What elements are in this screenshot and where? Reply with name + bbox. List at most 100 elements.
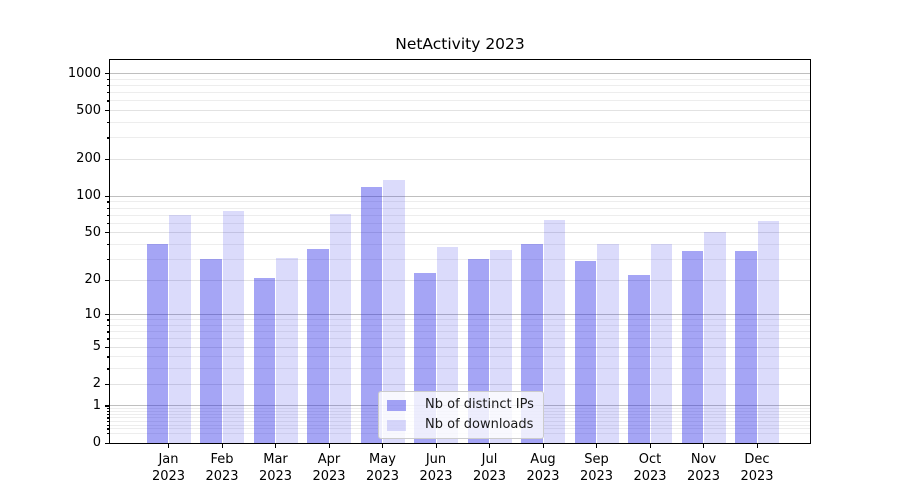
gridline-labeled	[110, 110, 810, 112]
bar-distinct-ips-apr	[307, 248, 329, 443]
y-minor-tick	[107, 414, 110, 416]
gridline-labeled	[110, 158, 810, 160]
x-tick-label-apr: Apr 2023	[289, 451, 369, 485]
y-tick-100	[105, 195, 110, 197]
x-tick-year: 2023	[205, 469, 239, 484]
x-tick-label-aug: Aug 2023	[503, 451, 583, 485]
gridline-labeled	[110, 279, 810, 281]
x-tick-month: Jun	[425, 452, 447, 467]
x-tick-aug	[542, 444, 544, 448]
bar-downloads-aug	[543, 219, 565, 443]
y-tick-0	[105, 442, 110, 444]
gridline-labeled	[110, 383, 810, 385]
gridline-minor	[110, 92, 810, 94]
gridline-minor	[110, 243, 810, 245]
y-minor-tick	[107, 85, 110, 87]
y-minor-tick	[107, 331, 110, 333]
y-tick-label-50: 50	[84, 224, 101, 240]
y-minor-tick	[107, 92, 110, 94]
plot-inner	[110, 60, 810, 443]
bar-downloads-oct	[650, 244, 672, 443]
gridline-minor	[110, 78, 810, 80]
bar-downloads-feb	[222, 211, 244, 443]
plot-area	[109, 59, 811, 444]
y-tick-1000	[105, 73, 110, 75]
x-tick-jul	[489, 444, 491, 448]
legend-label-downloads: Nb of downloads	[425, 417, 534, 432]
y-minor-tick	[107, 338, 110, 340]
y-tick-label-2: 2	[92, 376, 101, 392]
gridline-labeled	[110, 232, 810, 234]
x-tick-label-jan: Jan 2023	[129, 451, 209, 485]
x-tick-label-jun: Jun 2023	[396, 451, 476, 485]
y-minor-tick	[107, 420, 110, 422]
x-tick-year: 2023	[579, 469, 614, 484]
x-tick-year: 2023	[419, 469, 453, 484]
x-tick-year: 2023	[472, 469, 507, 484]
gridline-major	[110, 73, 810, 75]
bar-distinct-ips-oct	[628, 275, 650, 443]
legend-item-distinct-ips: Nb of distinct IPs	[379, 396, 543, 417]
x-tick-label-dec: Dec 2023	[717, 451, 797, 485]
y-tick-label-10: 10	[84, 306, 101, 322]
x-tick-month: Sep	[584, 452, 609, 467]
y-tick-1	[105, 405, 110, 407]
gridline-minor	[110, 258, 810, 260]
x-tick-year: 2023	[365, 469, 400, 484]
bar-downloads-jan	[169, 215, 191, 443]
y-minor-tick	[107, 428, 110, 430]
gridline-minor	[110, 222, 810, 224]
y-minor-tick	[107, 122, 110, 124]
gridline-minor	[110, 325, 810, 327]
gridline-minor	[110, 368, 810, 370]
x-tick-year: 2023	[258, 469, 293, 484]
bar-downloads-sep	[597, 244, 619, 443]
bar-downloads-dec	[757, 220, 779, 443]
y-minor-tick	[107, 368, 110, 370]
bar-distinct-ips-nov	[681, 251, 703, 443]
gridline-minor	[110, 214, 810, 216]
legend-item-downloads: Nb of downloads	[379, 416, 543, 437]
x-tick-mar	[275, 444, 277, 448]
x-tick-year: 2023	[686, 469, 721, 484]
bar-downloads-mar	[276, 257, 298, 443]
y-tick-500	[105, 110, 110, 112]
bar-downloads-nov	[704, 231, 726, 443]
bar-downloads-apr	[329, 214, 351, 443]
legend-swatch-downloads	[387, 420, 406, 431]
y-minor-tick	[107, 424, 110, 426]
x-tick-month: Nov	[690, 452, 717, 467]
y-tick-20	[105, 279, 110, 281]
x-tick-label-jul: Jul 2023	[450, 451, 530, 485]
y-tick-label-200: 200	[76, 151, 101, 167]
x-tick-may	[382, 444, 384, 448]
y-tick-label-5: 5	[92, 339, 101, 355]
bar-distinct-ips-may	[360, 186, 382, 443]
y-tick-5	[105, 346, 110, 348]
x-tick-apr	[328, 444, 330, 448]
x-tick-oct	[649, 444, 651, 448]
gridline-minor	[110, 207, 810, 209]
y-minor-tick	[107, 356, 110, 358]
x-tick-year: 2023	[526, 469, 560, 484]
x-tick-year: 2023	[151, 469, 186, 484]
x-tick-label-may: May 2023	[343, 451, 423, 485]
gridline-minor	[110, 137, 810, 139]
x-tick-year: 2023	[740, 469, 774, 484]
y-minor-tick	[107, 319, 110, 321]
gridline-minor	[110, 331, 810, 333]
bar-distinct-ips-dec	[735, 251, 757, 443]
y-tick-label-1000: 1000	[67, 65, 101, 81]
y-minor-tick	[107, 417, 110, 419]
y-minor-tick	[107, 222, 110, 224]
y-minor-tick	[107, 207, 110, 209]
bar-distinct-ips-jan	[146, 244, 168, 443]
chart-title: NetActivity 2023	[395, 35, 525, 53]
gridline-minor	[110, 356, 810, 358]
y-tick-2	[105, 383, 110, 385]
x-tick-month: Jan	[158, 452, 179, 467]
x-tick-year: 2023	[312, 469, 346, 484]
y-tick-label-500: 500	[76, 102, 101, 118]
y-minor-tick	[107, 201, 110, 203]
